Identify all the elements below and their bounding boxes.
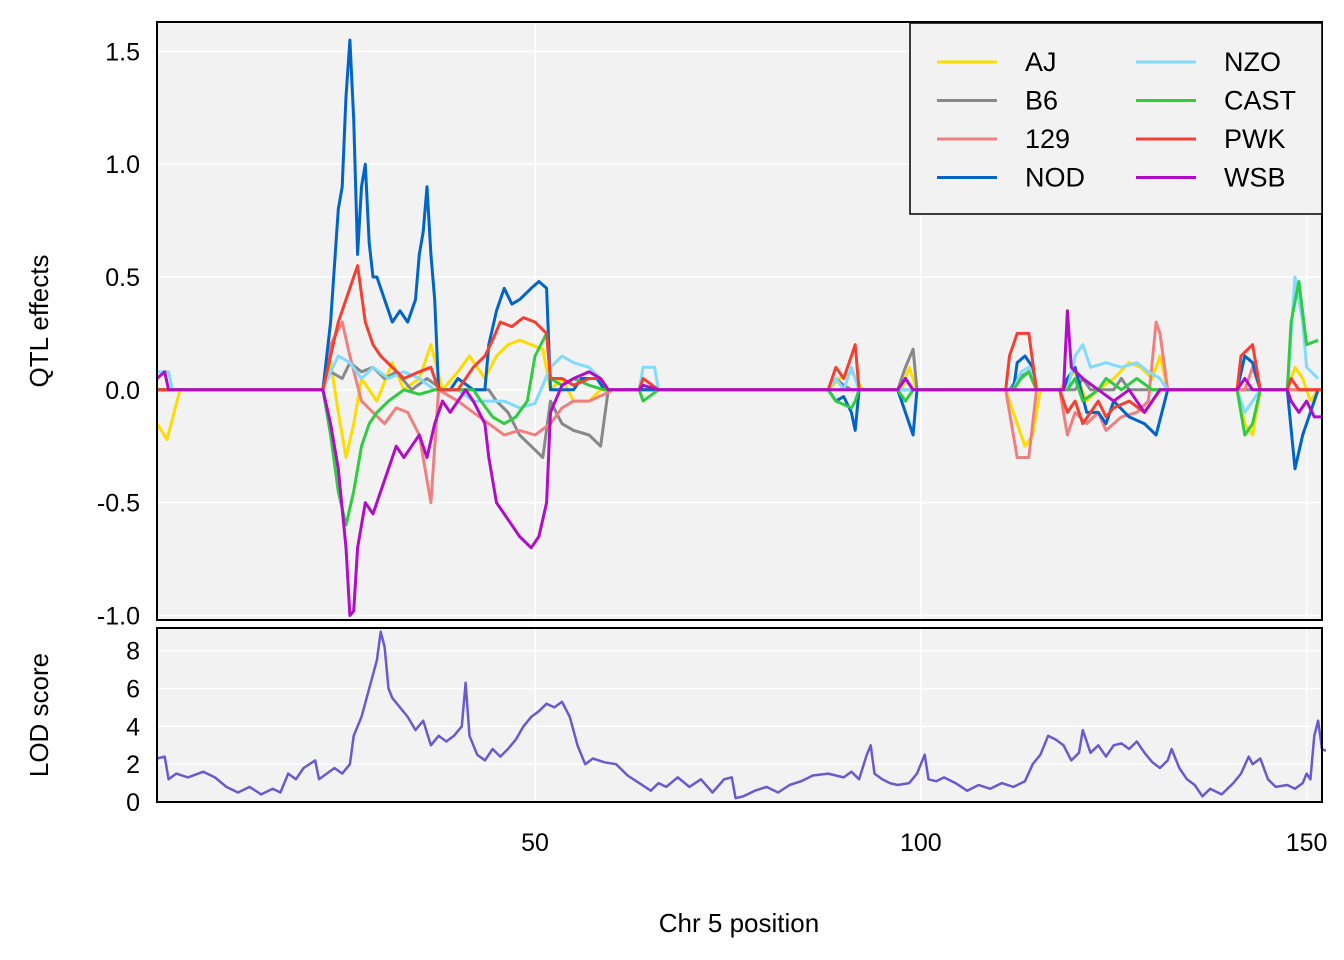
lod-y-tick-label: 0 bbox=[126, 789, 140, 817]
lod-y-axis-label: LOD score bbox=[24, 653, 54, 777]
lod-plot-background bbox=[157, 628, 1322, 802]
effects-y-tick-label: 1.5 bbox=[105, 38, 140, 66]
x-ticks: 50 100 150 bbox=[521, 829, 1327, 857]
lod-y-tick-label: 2 bbox=[126, 751, 140, 779]
effects-y-tick-label: 0.5 bbox=[105, 264, 140, 292]
effects-y-tick-label: 1.0 bbox=[105, 151, 140, 179]
series-line-wsb bbox=[156, 309, 1322, 617]
legend: AJ B6 129 NOD NZO CAST PWK WSB bbox=[909, 22, 1323, 215]
x-tick-label: 100 bbox=[900, 829, 942, 857]
legend-label-b6: B6 bbox=[1025, 86, 1058, 116]
lod-series-line bbox=[156, 630, 1327, 800]
lod-y-tick-label: 4 bbox=[126, 713, 140, 741]
effects-series-lines bbox=[155, 38, 1322, 617]
legend-box bbox=[909, 22, 1323, 215]
effects-y-axis-label: QTL effects bbox=[24, 255, 54, 388]
lod-y-tick-label: 8 bbox=[126, 638, 140, 666]
legend-label-aj: AJ bbox=[1025, 47, 1057, 77]
x-tick-label: 50 bbox=[521, 829, 549, 857]
effects-y-tick-label: 0.0 bbox=[105, 377, 140, 405]
legend-label-pwk: PWK bbox=[1224, 124, 1286, 154]
x-tick-label: 150 bbox=[1286, 829, 1328, 857]
lod-panel: 0 2 4 6 8 50 100 150 LOD score Chr 5 position bbox=[24, 627, 1327, 938]
legend-label-nzo: NZO bbox=[1224, 47, 1281, 77]
effects-y-ticks: 1.5 1.0 0.5 0.0 -0.5 -1.0 bbox=[97, 38, 140, 630]
lod-plot-border bbox=[156, 627, 1323, 803]
lod-y-ticks: 0 2 4 6 8 bbox=[126, 638, 140, 817]
legend-label-cast: CAST bbox=[1224, 86, 1296, 116]
effects-plot-border bbox=[156, 21, 1323, 621]
effects-panel: 1.5 1.0 0.5 0.0 -0.5 -1.0 QTL effects AJ B6 129… bbox=[24, 21, 1323, 630]
series-line-aj bbox=[155, 338, 1320, 459]
x-axis-label: Chr 5 position bbox=[659, 908, 819, 938]
lod-score-line bbox=[156, 630, 1327, 800]
legend-label-nod: NOD bbox=[1025, 163, 1085, 193]
effects-y-tick-label: -1.0 bbox=[97, 602, 140, 630]
effects-y-tick-label: -0.5 bbox=[97, 490, 140, 518]
legend-label-wsb: WSB bbox=[1224, 163, 1286, 193]
lod-y-tick-label: 6 bbox=[126, 676, 140, 704]
legend-label-129: 129 bbox=[1025, 124, 1070, 154]
